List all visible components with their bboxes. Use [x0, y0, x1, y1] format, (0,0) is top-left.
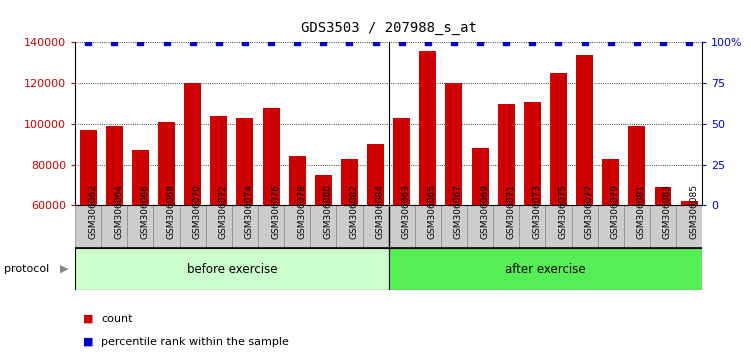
Bar: [232, 205, 258, 248]
Text: GSM306065: GSM306065: [428, 184, 437, 239]
Bar: [288, 156, 306, 327]
Text: GSM306071: GSM306071: [506, 184, 515, 239]
Text: GSM306080: GSM306080: [324, 184, 333, 239]
Text: GSM306068: GSM306068: [167, 184, 176, 239]
Bar: [498, 103, 514, 327]
Bar: [389, 248, 715, 290]
Text: after exercise: after exercise: [505, 263, 586, 275]
Text: GSM306066: GSM306066: [140, 184, 149, 239]
Bar: [419, 51, 436, 327]
Text: GSM306084: GSM306084: [376, 184, 385, 239]
Bar: [75, 205, 101, 248]
Bar: [179, 205, 206, 248]
Text: GSM306082: GSM306082: [349, 184, 358, 239]
Bar: [572, 205, 598, 248]
Bar: [394, 118, 410, 327]
Bar: [258, 205, 284, 248]
Bar: [263, 108, 279, 327]
Text: GSM306070: GSM306070: [193, 184, 202, 239]
Bar: [624, 205, 650, 248]
Bar: [210, 116, 228, 327]
Bar: [206, 205, 232, 248]
Bar: [545, 205, 572, 248]
Text: GDS3503 / 207988_s_at: GDS3503 / 207988_s_at: [300, 21, 477, 35]
Bar: [367, 144, 384, 327]
Bar: [389, 205, 415, 248]
Bar: [680, 201, 698, 327]
Bar: [184, 83, 201, 327]
Text: GSM306062: GSM306062: [88, 184, 97, 239]
Bar: [602, 159, 620, 327]
Text: GSM306075: GSM306075: [559, 184, 568, 239]
Bar: [445, 83, 463, 327]
Bar: [493, 205, 519, 248]
Text: before exercise: before exercise: [186, 263, 277, 275]
Text: GSM306076: GSM306076: [271, 184, 280, 239]
Text: count: count: [101, 314, 133, 324]
Text: GSM306083: GSM306083: [663, 184, 672, 239]
Text: protocol: protocol: [4, 264, 49, 274]
Text: ▶: ▶: [59, 264, 68, 274]
Bar: [284, 205, 310, 248]
Text: GSM306064: GSM306064: [114, 184, 123, 239]
Text: GSM306081: GSM306081: [637, 184, 646, 239]
Bar: [310, 205, 336, 248]
Text: GSM306067: GSM306067: [454, 184, 463, 239]
Bar: [550, 73, 567, 327]
Bar: [336, 205, 363, 248]
Text: GSM306077: GSM306077: [584, 184, 593, 239]
Text: GSM306078: GSM306078: [297, 184, 306, 239]
Bar: [80, 130, 97, 327]
Bar: [132, 150, 149, 327]
Text: GSM306074: GSM306074: [245, 184, 254, 239]
Text: ■: ■: [83, 314, 93, 324]
Bar: [524, 102, 541, 327]
Bar: [75, 248, 389, 290]
Bar: [441, 205, 467, 248]
Bar: [315, 175, 332, 327]
Text: GSM306079: GSM306079: [611, 184, 620, 239]
Bar: [519, 205, 545, 248]
Text: percentile rank within the sample: percentile rank within the sample: [101, 337, 289, 347]
Text: GSM306072: GSM306072: [219, 184, 228, 239]
Bar: [415, 205, 441, 248]
Bar: [158, 122, 175, 327]
Bar: [341, 159, 358, 327]
Bar: [467, 205, 493, 248]
Bar: [576, 55, 593, 327]
Bar: [650, 205, 676, 248]
Text: GSM306069: GSM306069: [480, 184, 489, 239]
Bar: [101, 205, 128, 248]
Bar: [629, 126, 645, 327]
Text: ■: ■: [83, 337, 93, 347]
Bar: [655, 187, 671, 327]
Bar: [676, 205, 702, 248]
Bar: [128, 205, 153, 248]
Bar: [153, 205, 179, 248]
Text: GSM306085: GSM306085: [689, 184, 698, 239]
Text: GSM306063: GSM306063: [402, 184, 411, 239]
Text: GSM306073: GSM306073: [532, 184, 541, 239]
Bar: [598, 205, 624, 248]
Bar: [237, 118, 253, 327]
Bar: [472, 148, 489, 327]
Bar: [106, 126, 122, 327]
Bar: [363, 205, 389, 248]
